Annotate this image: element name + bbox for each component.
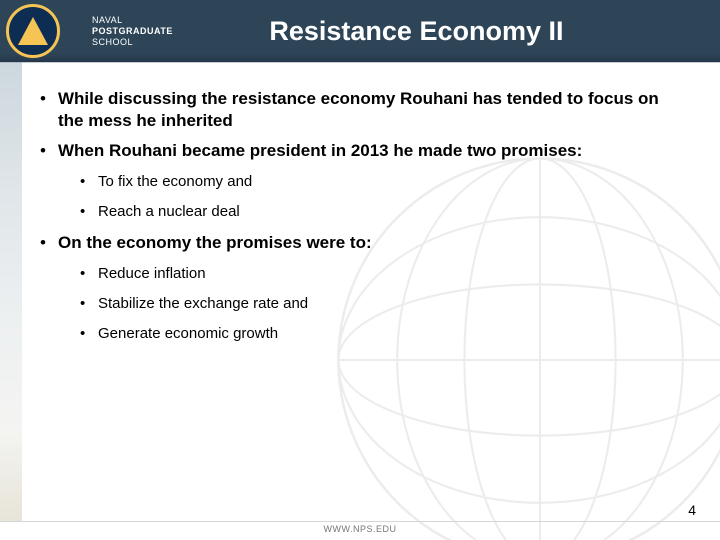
footer-rule — [0, 521, 720, 522]
sub-bullet-item: • To fix the economy and — [80, 172, 680, 192]
bullet-text: When Rouhani became president in 2013 he… — [58, 140, 582, 162]
sub-bullet-item: • Reach a nuclear deal — [80, 202, 680, 222]
bullet-marker: • — [80, 324, 98, 344]
sub-bullet-item: • Stabilize the exchange rate and — [80, 294, 680, 314]
slide-title: Resistance Economy II — [173, 16, 720, 47]
left-photo-strip — [0, 62, 22, 522]
sub-bullet-item: • Reduce inflation — [80, 264, 680, 284]
bullet-item: • On the economy the promises were to: — [40, 232, 680, 254]
header-bar: NAVAL POSTGRADUATE SCHOOL Resistance Eco… — [0, 0, 720, 62]
bullet-marker: • — [80, 172, 98, 192]
org-name: NAVAL POSTGRADUATE SCHOOL — [92, 15, 173, 48]
sub-bullet-text: Reach a nuclear deal — [98, 202, 240, 222]
bullet-marker: • — [40, 140, 58, 162]
bullet-marker: • — [80, 294, 98, 314]
header-underline — [0, 62, 720, 63]
bullet-text: While discussing the resistance economy … — [58, 88, 680, 132]
content-area: • While discussing the resistance econom… — [40, 88, 680, 500]
bullet-item: • When Rouhani became president in 2013 … — [40, 140, 680, 162]
org-line3: SCHOOL — [92, 37, 173, 48]
header-logo — [0, 0, 88, 62]
sub-bullet-item: • Generate economic growth — [80, 324, 680, 344]
org-line2: POSTGRADUATE — [92, 26, 173, 37]
bullet-marker: • — [80, 264, 98, 284]
bullet-text: On the economy the promises were to: — [58, 232, 372, 254]
sub-bullet-text: Reduce inflation — [98, 264, 206, 284]
bullet-marker: • — [80, 202, 98, 222]
footer-url: WWW.NPS.EDU — [0, 524, 720, 534]
bullet-item: • While discussing the resistance econom… — [40, 88, 680, 132]
sub-bullet-text: Generate economic growth — [98, 324, 278, 344]
org-line1: NAVAL — [92, 15, 173, 26]
nps-seal-icon — [6, 4, 60, 58]
bullet-marker: • — [40, 232, 58, 254]
sub-bullet-text: To fix the economy and — [98, 172, 252, 192]
sub-bullet-text: Stabilize the exchange rate and — [98, 294, 308, 314]
bullet-marker: • — [40, 88, 58, 132]
slide: NAVAL POSTGRADUATE SCHOOL Resistance Eco… — [0, 0, 720, 540]
page-number: 4 — [688, 502, 696, 518]
